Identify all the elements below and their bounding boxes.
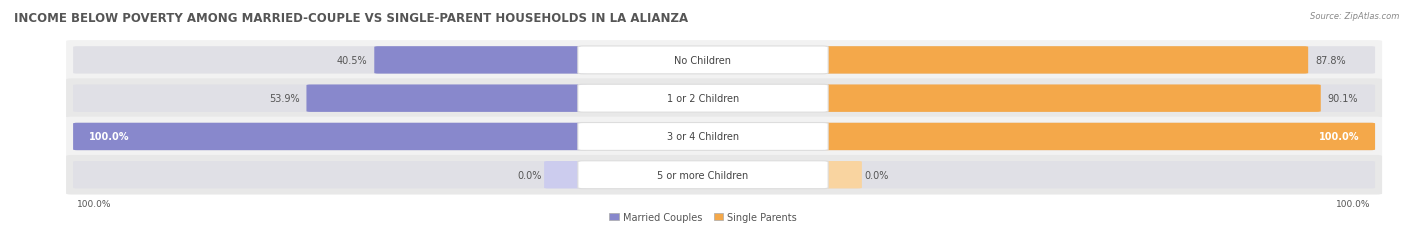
- Text: 90.1%: 90.1%: [1327, 94, 1358, 104]
- Text: 5 or more Children: 5 or more Children: [658, 170, 748, 180]
- Text: 100.0%: 100.0%: [1319, 132, 1360, 142]
- FancyBboxPatch shape: [73, 47, 588, 74]
- Text: 87.8%: 87.8%: [1315, 56, 1346, 66]
- FancyBboxPatch shape: [818, 123, 1375, 151]
- FancyBboxPatch shape: [544, 161, 588, 189]
- FancyBboxPatch shape: [818, 85, 1320, 112]
- FancyBboxPatch shape: [66, 41, 1382, 80]
- FancyBboxPatch shape: [374, 47, 588, 74]
- FancyBboxPatch shape: [73, 123, 588, 151]
- Text: 0.0%: 0.0%: [517, 170, 541, 180]
- Legend: Married Couples, Single Parents: Married Couples, Single Parents: [605, 208, 801, 226]
- FancyBboxPatch shape: [66, 155, 1382, 195]
- FancyBboxPatch shape: [818, 47, 1375, 74]
- FancyBboxPatch shape: [66, 79, 1382, 119]
- Text: 3 or 4 Children: 3 or 4 Children: [666, 132, 740, 142]
- FancyBboxPatch shape: [818, 85, 1375, 112]
- Text: Source: ZipAtlas.com: Source: ZipAtlas.com: [1309, 12, 1399, 21]
- Text: INCOME BELOW POVERTY AMONG MARRIED-COUPLE VS SINGLE-PARENT HOUSEHOLDS IN LA ALIA: INCOME BELOW POVERTY AMONG MARRIED-COUPL…: [14, 12, 688, 24]
- Text: 40.5%: 40.5%: [336, 56, 367, 66]
- FancyBboxPatch shape: [818, 123, 1375, 151]
- FancyBboxPatch shape: [578, 47, 828, 75]
- FancyBboxPatch shape: [73, 161, 588, 189]
- Text: 53.9%: 53.9%: [269, 94, 299, 104]
- FancyBboxPatch shape: [73, 85, 588, 112]
- Text: 100.0%: 100.0%: [1336, 199, 1371, 208]
- FancyBboxPatch shape: [818, 47, 1308, 74]
- Text: 1 or 2 Children: 1 or 2 Children: [666, 94, 740, 104]
- FancyBboxPatch shape: [307, 85, 588, 112]
- Text: No Children: No Children: [675, 56, 731, 66]
- FancyBboxPatch shape: [73, 123, 588, 151]
- FancyBboxPatch shape: [66, 117, 1382, 157]
- FancyBboxPatch shape: [578, 161, 828, 189]
- Text: 0.0%: 0.0%: [865, 170, 889, 180]
- FancyBboxPatch shape: [578, 85, 828, 113]
- FancyBboxPatch shape: [818, 161, 862, 189]
- Text: 100.0%: 100.0%: [89, 132, 129, 142]
- Text: 100.0%: 100.0%: [77, 199, 112, 208]
- FancyBboxPatch shape: [818, 161, 1375, 189]
- FancyBboxPatch shape: [578, 123, 828, 151]
